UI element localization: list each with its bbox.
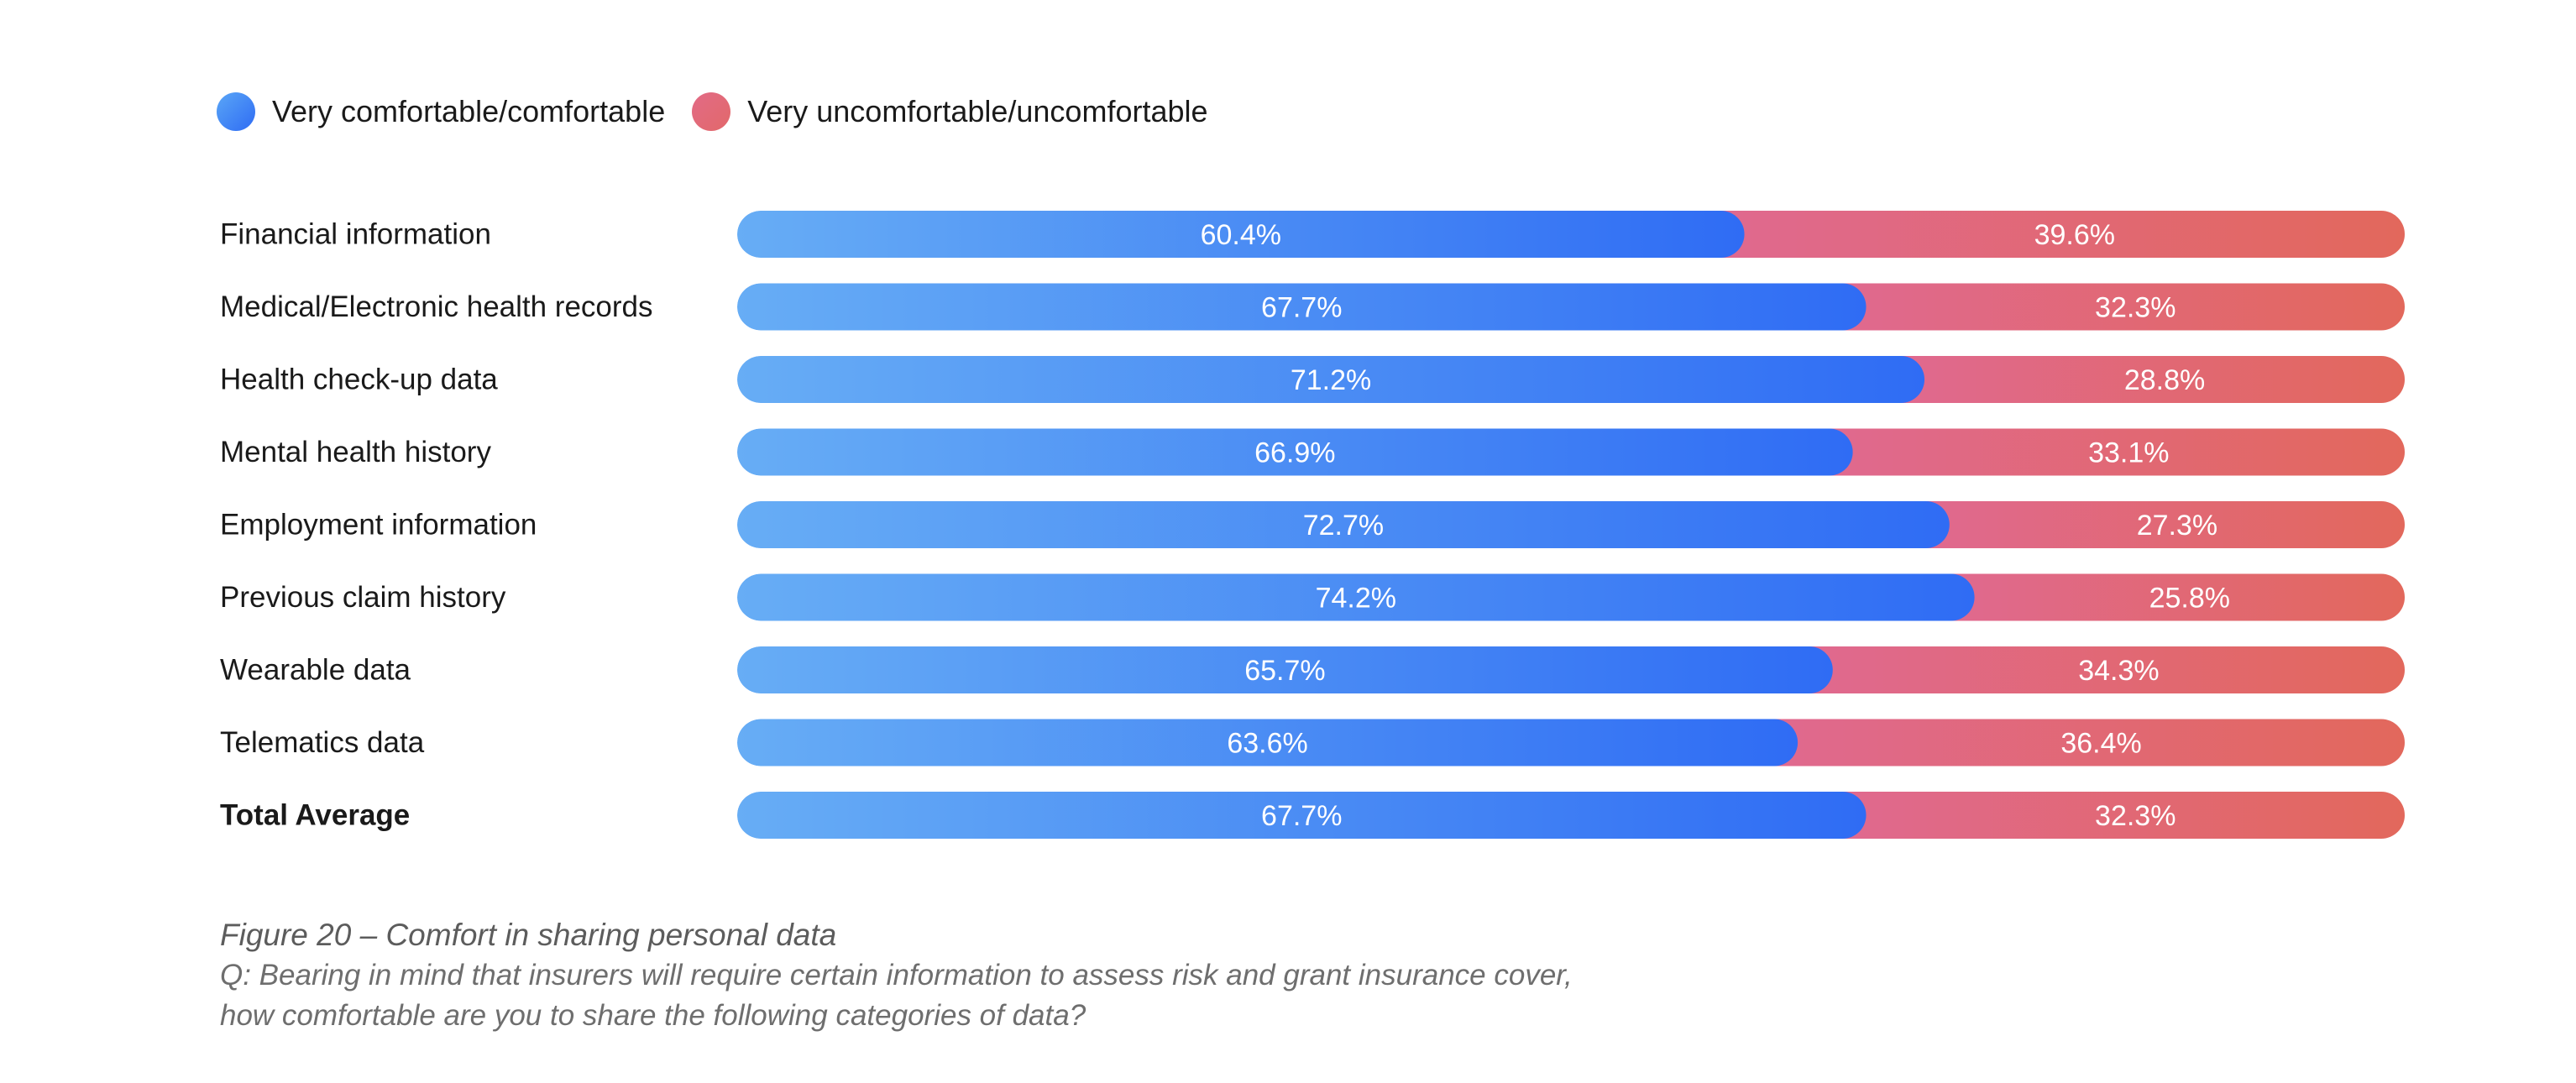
data-label-comfortable: 66.9% [1254, 437, 1335, 469]
category-label: Total Average [220, 799, 410, 832]
data-label-uncomfortable: 25.8% [2149, 583, 2230, 615]
category-label: Health check-up data [220, 364, 498, 396]
data-label-comfortable: 67.7% [1261, 292, 1342, 324]
bar-segments [737, 792, 2405, 839]
data-label-uncomfortable: 32.3% [2095, 800, 2175, 832]
legend-label-comfortable: Very comfortable/comfortable [272, 94, 666, 128]
bar-segment-uncomfortable [1809, 646, 2405, 693]
category-label: Telematics data [220, 726, 425, 759]
bar-segment-comfortable [737, 719, 1798, 766]
data-label-uncomfortable: 28.8% [2124, 364, 2205, 396]
bar-segments [737, 646, 2405, 693]
bar-segments [737, 283, 2405, 331]
data-label-uncomfortable: 33.1% [2088, 437, 2169, 469]
data-label-uncomfortable: 32.3% [2095, 292, 2175, 324]
data-label-comfortable: 71.2% [1291, 364, 1371, 396]
bar-segment-comfortable [737, 211, 1745, 258]
bar-row: Employment information 72.7% 27.3% [220, 501, 2405, 548]
bar-segment-comfortable [737, 646, 1833, 693]
bar-segments [737, 428, 2405, 476]
bar-row: Medical/Electronic health records 67.7% 32… [220, 283, 2405, 331]
data-label-comfortable: 74.2% [1316, 583, 1396, 615]
bar-segment-uncomfortable [1720, 211, 2405, 258]
data-label-uncomfortable: 27.3% [2137, 510, 2217, 542]
bar-segment-comfortable [737, 792, 1867, 839]
figure-caption: Figure 20 – Comfort in sharing personal … [220, 915, 1899, 1036]
bar-row: Mental health history 66.9% 33.1% [220, 428, 2405, 476]
bar-row: Financial information 60.4% 39.6% [220, 211, 2405, 258]
data-label-comfortable: 65.7% [1244, 655, 1325, 687]
data-label-comfortable: 67.7% [1261, 800, 1342, 832]
figure-title: Figure 20 – Comfort in sharing personal … [220, 918, 837, 952]
legend-label-uncomfortable: Very uncomfortable/uncomfortable [747, 94, 1208, 128]
data-label-uncomfortable: 36.4% [2060, 728, 2141, 760]
category-label: Previous claim history [220, 581, 506, 614]
legend-item-uncomfortable: Very uncomfortable/uncomfortable [692, 92, 1208, 131]
bar-segment-comfortable [737, 501, 1950, 548]
data-label-comfortable: 60.4% [1201, 219, 1281, 251]
bar-segment-uncomfortable [1925, 501, 2405, 548]
bar-segments [737, 211, 2405, 258]
chart-legend: Very comfortable/comfortable Very uncomf… [217, 91, 1235, 133]
bar-segments [737, 356, 2405, 403]
figure-question-line-2: how comfortable are you to share the fol… [220, 999, 1086, 1032]
bar-segment-comfortable [737, 428, 1853, 476]
bar-segment-uncomfortable [1842, 792, 2405, 839]
bar-segment-comfortable [737, 573, 1975, 621]
category-label: Wearable data [220, 654, 411, 687]
legend-item-comfortable: Very comfortable/comfortable [217, 92, 665, 131]
bar-row: Telematics data 63.6% 36.4% [220, 719, 2405, 766]
chart-rows: Financial information 60.4% 39.6% Medical/E… [220, 211, 2405, 839]
bar-segment-uncomfortable [1901, 356, 2405, 403]
bar-segment-comfortable [737, 283, 1867, 331]
category-label: Employment information [220, 509, 537, 542]
bar-segment-uncomfortable [1774, 719, 2405, 766]
bar-segments [737, 719, 2405, 766]
category-label: Medical/Electronic health records [220, 290, 653, 323]
bar-segment-comfortable [737, 356, 1925, 403]
bar-row: Total Average 67.7% 32.3% [220, 792, 2405, 839]
data-label-comfortable: 72.7% [1303, 510, 1384, 542]
figure-question-line-1: Q: Bearing in mind that insurers will re… [220, 959, 1573, 991]
legend-swatch-comfortable [217, 92, 255, 131]
bar-row: Previous claim history 74.2% 25.8% [220, 573, 2405, 621]
bar-row: Wearable data 65.7% 34.3% [220, 646, 2405, 693]
bar-row: Health check-up data 71.2% 28.8% [220, 356, 2405, 403]
bar-segments [737, 501, 2405, 548]
bar-segments [737, 573, 2405, 621]
data-label-comfortable: 63.6% [1227, 728, 1307, 760]
data-label-uncomfortable: 34.3% [2078, 655, 2159, 687]
category-label: Mental health history [220, 436, 491, 468]
bar-segment-uncomfortable [1842, 283, 2405, 331]
bar-segment-uncomfortable [1950, 573, 2405, 621]
data-label-uncomfortable: 39.6% [2034, 219, 2115, 251]
bar-segment-uncomfortable [1829, 428, 2405, 476]
legend-swatch-uncomfortable [692, 92, 731, 131]
category-label: Financial information [220, 218, 491, 251]
